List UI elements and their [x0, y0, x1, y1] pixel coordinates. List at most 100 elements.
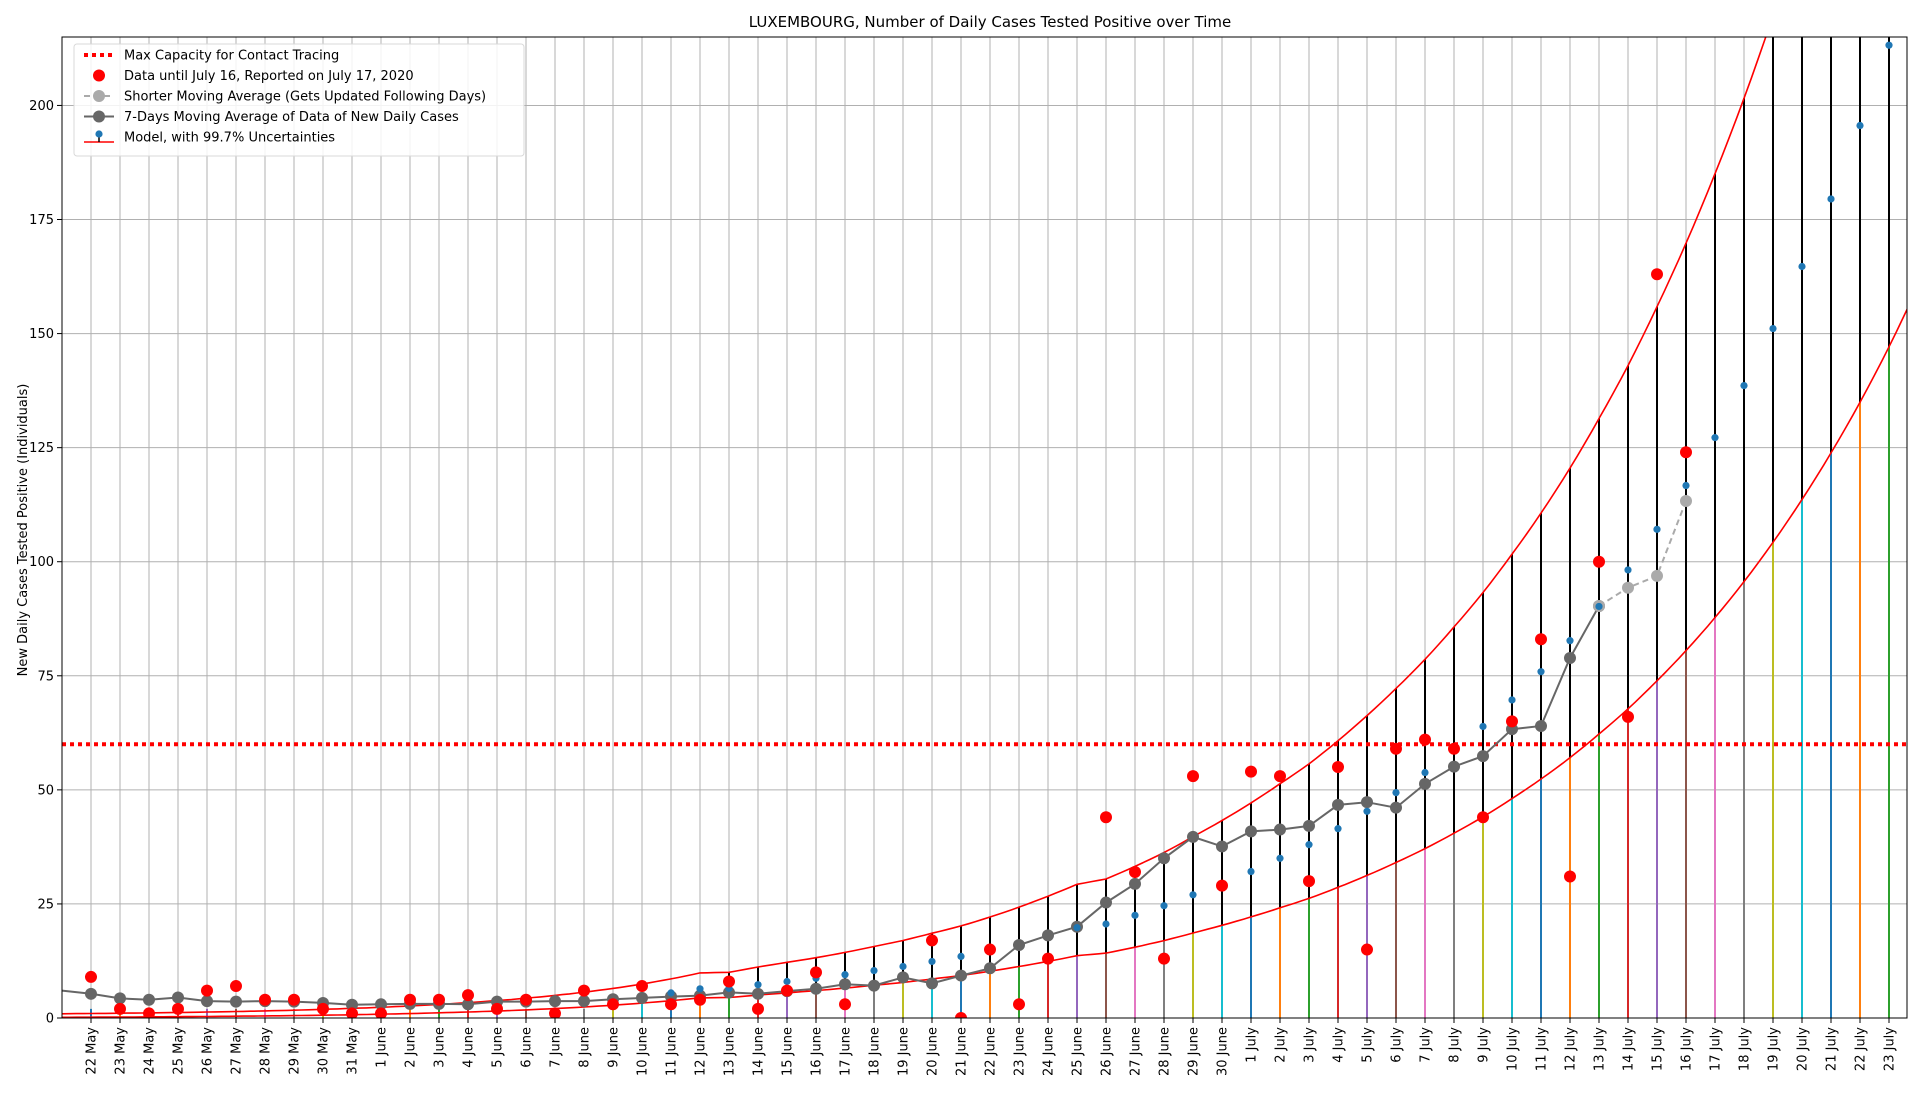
avg-point: [752, 987, 764, 1000]
legend: Max Capacity for Contact Tracing Data unt…: [73, 43, 525, 157]
x-tick-label: 17 July: [1709, 1027, 1724, 1071]
x-tick-label: 10 June: [636, 1027, 651, 1076]
model-point: [1073, 924, 1081, 932]
model-point: [754, 981, 762, 989]
short-avg-line: [1598, 500, 1687, 607]
avg-point: [926, 977, 938, 990]
x-tick-label: 2 June: [404, 1027, 419, 1068]
avg-point: [85, 987, 97, 1000]
y-tick-label: 75: [37, 669, 54, 684]
legend-label: Max Capacity for Contact Tracing: [124, 49, 339, 64]
model-point: [1305, 841, 1313, 849]
data-point: [462, 989, 474, 1002]
x-tick-label: 9 July: [1477, 1027, 1492, 1063]
x-tick-label: 23 May: [114, 1027, 129, 1075]
y-tick-label: 25: [37, 897, 54, 912]
data-point: [201, 984, 213, 997]
y-tick-label: 125: [29, 441, 54, 456]
x-tick-label: 6 July: [1390, 1027, 1405, 1063]
x-tick-label: 21 July: [1825, 1027, 1840, 1071]
data-point: [1100, 811, 1112, 824]
data-point: [1419, 733, 1431, 746]
x-tick-label: 15 June: [781, 1027, 796, 1076]
data-point: [665, 998, 677, 1011]
model-point: [1102, 920, 1110, 928]
data-point: [984, 943, 996, 956]
legend-marker-avg-dot: [93, 110, 105, 123]
data-point: [1332, 761, 1344, 774]
model-point: [1885, 41, 1893, 49]
plot-frame: [61, 36, 1908, 1019]
y-tick-label: 0: [46, 1012, 54, 1027]
x-tick-label: 13 July: [1593, 1027, 1608, 1071]
x-tick-label: 2 July: [1274, 1027, 1289, 1063]
data-point: [839, 998, 851, 1011]
data-point: [1564, 870, 1576, 883]
data-point: [433, 993, 445, 1006]
x-tick-label: 8 June: [578, 1027, 593, 1068]
legend-marker-model-dot: [95, 130, 103, 138]
x-tick-label: 26 May: [201, 1027, 216, 1075]
data-point: [1303, 875, 1315, 888]
model-point: [1624, 566, 1632, 574]
x-tick-label: 11 June: [665, 1027, 680, 1076]
avg-point: [549, 995, 561, 1008]
model-point: [783, 977, 791, 986]
legend-box: [73, 43, 525, 157]
avg-point: [1390, 801, 1402, 814]
y-tick-label: 50: [37, 783, 54, 798]
y-tick-label: 150: [29, 327, 54, 342]
data-point: [1622, 710, 1634, 723]
model-point: [1769, 324, 1777, 333]
data-point: [636, 980, 648, 993]
chart-title: LUXEMBOURG, Number of Daily Cases Tested…: [749, 13, 1232, 31]
x-tick-label: 23 July: [1883, 1027, 1898, 1071]
x-tick-label: 29 June: [1187, 1027, 1202, 1076]
data-point: [752, 1002, 764, 1015]
data-point: [955, 1012, 967, 1018]
x-tick-label: 29 May: [288, 1027, 303, 1075]
avg-point: [114, 992, 126, 1005]
model-point: [1334, 825, 1342, 833]
data-point: [578, 984, 590, 997]
y-axis-label: New Daily Cases Tested Positive (Individ…: [16, 384, 31, 677]
model-point: [1160, 902, 1168, 910]
data-point: [549, 1007, 561, 1018]
model-point: [1653, 525, 1661, 533]
x-tick-label: 14 June: [752, 1027, 767, 1076]
data-point: [1651, 268, 1663, 281]
avg-point: [143, 993, 155, 1006]
avg-point: [1448, 760, 1460, 773]
avg-point: [1129, 877, 1141, 890]
x-tick-label: 31 May: [346, 1027, 361, 1075]
data-point: [85, 970, 97, 983]
model-point: [1827, 195, 1835, 203]
x-tick-label: 1 June: [375, 1027, 390, 1068]
model-point: [899, 962, 907, 971]
x-tick-label: 25 June: [1071, 1027, 1086, 1076]
data-point: [810, 966, 822, 979]
legend-marker-data: [93, 69, 105, 82]
model-point: [696, 985, 704, 993]
model-point: [1421, 768, 1429, 777]
avg-point: [1187, 830, 1199, 843]
x-tick-label: 19 July: [1767, 1027, 1782, 1071]
x-tick-label: 16 July: [1680, 1027, 1695, 1071]
x-tick-label: 30 May: [317, 1027, 332, 1075]
avg-point: [1564, 651, 1576, 664]
x-tick-label: 19 June: [897, 1027, 912, 1076]
model-point: [1682, 481, 1690, 490]
data-point: [143, 1007, 155, 1018]
model-point: [1392, 788, 1400, 797]
x-tick-label: 22 May: [85, 1027, 100, 1075]
x-tick-label: 13 June: [723, 1027, 738, 1076]
avg-point: [462, 998, 474, 1011]
short-avg-point: [1622, 581, 1634, 594]
avg-point: [1361, 796, 1373, 809]
legend-label: Model, with 99.7% Uncertainties: [124, 131, 335, 146]
x-tick-label: 28 May: [259, 1027, 274, 1075]
x-tick-label: 21 June: [955, 1027, 970, 1076]
avg-point: [984, 962, 996, 975]
data-point: [1187, 770, 1199, 783]
